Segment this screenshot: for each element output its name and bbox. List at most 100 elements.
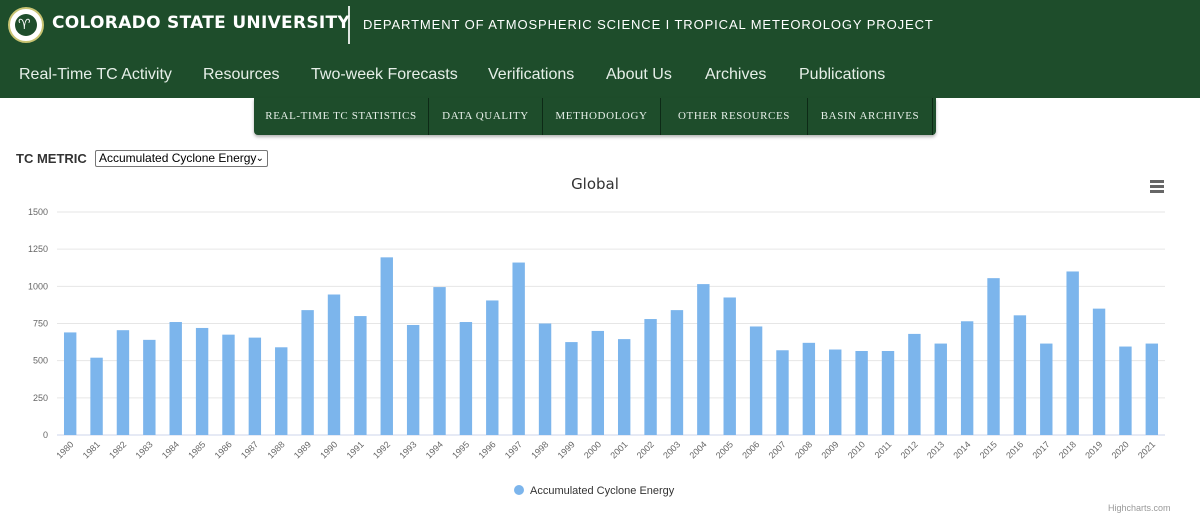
bar-2009[interactable] [829, 349, 842, 435]
x-tick-label: 1997 [503, 439, 524, 460]
x-tick-label: 2006 [740, 439, 761, 460]
bar-2005[interactable] [723, 297, 736, 435]
bar-2001[interactable] [617, 339, 631, 435]
bar-1993[interactable] [406, 324, 420, 435]
x-tick-label: 2007 [767, 439, 788, 460]
department-name[interactable]: DEPARTMENT OF ATMOSPHERIC SCIENCE I TROP… [363, 17, 934, 32]
x-tick-label: 1985 [186, 439, 207, 460]
menu-line [1150, 180, 1164, 183]
bar-2020[interactable] [1119, 346, 1132, 435]
nav-item-forecasts[interactable]: Two-week Forecasts [311, 66, 458, 83]
bar-2004[interactable] [697, 284, 710, 435]
nav-item-resources[interactable]: Resources [203, 66, 280, 83]
bar-2008[interactable] [802, 342, 816, 435]
bar-2016[interactable] [1013, 315, 1027, 435]
bar-2019[interactable] [1092, 308, 1106, 435]
x-tick-label: 1995 [450, 439, 471, 460]
nav-item-verifications[interactable]: Verifications [488, 66, 575, 83]
x-tick-label: 2012 [899, 439, 920, 460]
bar-2018[interactable] [1066, 271, 1079, 435]
legend-label[interactable]: Accumulated Cyclone Energy [530, 485, 675, 497]
bar-2013[interactable] [934, 343, 947, 435]
subnav-item-statistics[interactable]: REAL-TIME TC STATISTICS [265, 110, 417, 122]
x-tick-label: 1996 [476, 439, 497, 460]
hamburger-menu-icon[interactable] [1146, 177, 1168, 195]
bar-1995[interactable] [459, 322, 473, 435]
x-tick-label: 2002 [635, 439, 656, 460]
chevron-down-icon: ⌄ [255, 153, 264, 164]
header-divider [348, 6, 350, 44]
bar-1983[interactable] [143, 339, 156, 435]
bar-1998[interactable] [538, 323, 552, 436]
bar-2012[interactable] [908, 333, 921, 435]
subnav-item-data-quality[interactable]: DATA QUALITY [442, 110, 529, 122]
x-tick-label: 1987 [239, 439, 260, 460]
y-tick-label: 0 [43, 430, 48, 440]
bar-2011[interactable] [881, 351, 895, 435]
x-tick-label: 1983 [134, 439, 155, 460]
subnav-item-basin-archives[interactable]: BASIN ARCHIVES [820, 110, 920, 122]
bar-1992[interactable] [380, 257, 393, 435]
x-tick-label: 2009 [819, 439, 840, 460]
bar-1997[interactable] [512, 262, 525, 435]
nav-item-about[interactable]: About Us [606, 66, 672, 83]
bar-2007[interactable] [776, 350, 789, 435]
y-tick-label: 750 [33, 319, 48, 329]
bar-2000[interactable] [591, 330, 605, 435]
x-tick-label: 2014 [951, 439, 972, 460]
x-tick-label: 2017 [1030, 439, 1051, 460]
bar-1985[interactable] [195, 327, 209, 435]
x-tick-label: 2015 [978, 439, 999, 460]
bar-2015[interactable] [987, 278, 1000, 435]
tc-metric-label: TC METRIC [16, 151, 87, 166]
x-tick-label: 1990 [318, 439, 339, 460]
bar-1986[interactable] [222, 334, 235, 435]
x-tick-label: 2008 [793, 439, 814, 460]
x-tick-label: 1986 [213, 439, 234, 460]
bar-1989[interactable] [301, 310, 314, 435]
bar-1994[interactable] [433, 287, 446, 435]
x-tick-label: 1999 [556, 439, 577, 460]
bar-1991[interactable] [354, 316, 367, 435]
x-tick-label: 2018 [1057, 439, 1078, 460]
university-name[interactable]: COLORADO STATE UNIVERSITY [52, 13, 351, 33]
bar-2017[interactable] [1040, 343, 1053, 435]
bar-1996[interactable] [486, 300, 499, 435]
y-tick-label: 500 [33, 356, 48, 366]
subnav-separator [932, 98, 933, 135]
x-tick-label: 2021 [1136, 439, 1157, 460]
menu-line [1150, 185, 1164, 188]
x-tick-label: 2004 [688, 439, 709, 460]
bar-1984[interactable] [169, 322, 182, 435]
nav-item-publications[interactable]: Publications [799, 66, 886, 83]
csu-ram-logo-icon[interactable]: ♈ [8, 7, 44, 43]
subnav-separator [660, 98, 661, 135]
subnav-item-other-resources[interactable]: OTHER RESOURCES [678, 110, 790, 122]
bar-1987[interactable] [248, 337, 262, 435]
tc-metric-select[interactable]: Accumulated Cyclone Energy ⌄ [95, 150, 268, 167]
x-tick-label: 1998 [529, 439, 550, 460]
bar-1980[interactable] [63, 332, 77, 435]
bar-2021[interactable] [1145, 343, 1159, 435]
subnav-item-methodology[interactable]: METHODOLOGY [555, 110, 648, 122]
x-tick-label: 2005 [714, 439, 735, 460]
x-tick-label: 2001 [608, 439, 629, 460]
bar-1988[interactable] [275, 347, 288, 435]
bar-1999[interactable] [565, 342, 578, 435]
bar-1990[interactable] [327, 294, 341, 435]
x-tick-label: 1980 [54, 439, 75, 460]
nav-item-archives[interactable]: Archives [705, 66, 767, 83]
chart-title: Global [571, 175, 619, 193]
legend-marker[interactable] [514, 485, 524, 495]
nav-item-realtime[interactable]: Real-Time TC Activity [19, 66, 172, 83]
bar-2006[interactable] [749, 326, 763, 435]
bar-2002[interactable] [644, 319, 657, 435]
bar-2003[interactable] [670, 310, 684, 435]
bar-2010[interactable] [855, 351, 868, 435]
bar-1982[interactable] [116, 330, 130, 435]
subnav-separator [428, 98, 429, 135]
bar-2014[interactable] [960, 321, 974, 435]
highcharts-credits[interactable]: Highcharts.com [1108, 503, 1171, 513]
bar-1981[interactable] [90, 357, 103, 435]
subnav-separator [807, 98, 808, 135]
